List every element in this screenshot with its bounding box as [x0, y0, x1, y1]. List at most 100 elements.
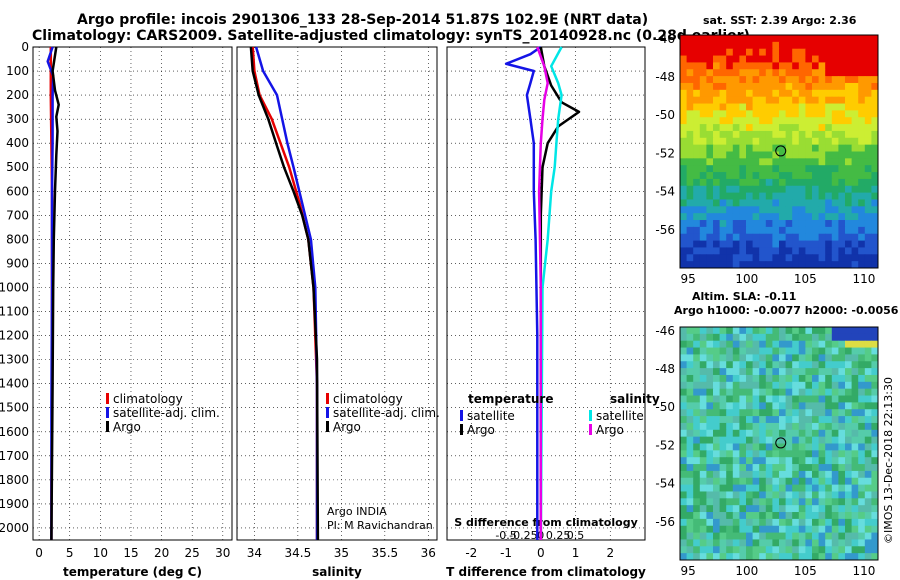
map-cell	[798, 261, 806, 269]
map-cell	[693, 464, 701, 472]
map-cell	[752, 470, 760, 479]
depth-tick-label: 1700	[0, 449, 29, 463]
map-cell	[765, 347, 773, 355]
map-sst	[680, 35, 879, 269]
map-cell	[812, 220, 820, 228]
map-cell	[680, 144, 688, 152]
map-cell	[812, 185, 820, 194]
map-lon-label: 110	[852, 564, 875, 578]
map-cell	[858, 62, 866, 70]
map-cell	[765, 110, 773, 118]
map-cell	[746, 457, 754, 465]
map-cell	[706, 422, 714, 431]
map-cell	[851, 151, 859, 159]
map-cell	[779, 388, 787, 397]
map-cell	[772, 347, 780, 355]
map-cell	[825, 254, 833, 262]
map-cell	[779, 498, 787, 506]
map-cell	[706, 539, 714, 547]
map-cell	[699, 512, 707, 520]
map-cell	[759, 525, 767, 534]
map-cell	[871, 518, 879, 527]
map-cell	[845, 484, 853, 492]
map-cell	[805, 436, 813, 444]
map-cell	[699, 226, 707, 235]
map-frame-sla	[679, 326, 879, 561]
map-cell	[785, 130, 793, 139]
map-cell	[772, 137, 780, 146]
map-cell	[772, 117, 780, 125]
map-cell	[851, 165, 859, 173]
map-cell	[818, 429, 826, 438]
map-cell	[706, 409, 714, 417]
map-cell	[699, 368, 707, 376]
map-cell	[845, 117, 853, 125]
map-cell	[739, 110, 747, 118]
map-cell	[798, 226, 806, 235]
map-cell	[759, 402, 767, 410]
map-cell	[805, 165, 813, 173]
map-cell	[818, 137, 826, 146]
map-cell	[713, 158, 721, 166]
map-cell	[779, 450, 787, 458]
map-cell	[719, 464, 727, 472]
map-cell	[864, 130, 872, 139]
map-cell	[746, 158, 754, 166]
map-cell	[759, 254, 767, 262]
map-cell	[812, 354, 820, 362]
map-cell	[825, 151, 833, 159]
map-cell	[732, 340, 740, 349]
map-cell	[772, 151, 780, 159]
map-cell	[726, 402, 734, 410]
map-cell	[686, 254, 694, 262]
map-cell	[693, 261, 701, 269]
map-cell	[680, 518, 688, 527]
map-cell	[779, 199, 787, 207]
map-cell	[864, 470, 872, 479]
map-cell	[871, 443, 879, 451]
map-cell	[726, 69, 734, 77]
map-cell	[818, 130, 826, 139]
map-cell	[798, 117, 806, 125]
map-cell	[779, 185, 787, 194]
map-cell	[851, 464, 859, 472]
map-cell	[812, 55, 820, 63]
map-cell	[752, 82, 760, 91]
map-cell	[719, 178, 727, 187]
map-cell	[739, 48, 747, 57]
map-cell	[713, 165, 721, 173]
map-cell	[686, 361, 694, 369]
map-cell	[765, 69, 773, 77]
map-cell	[739, 82, 747, 91]
map-cell	[746, 213, 754, 221]
map-cell	[818, 416, 826, 424]
map-lon-label: 95	[681, 564, 696, 578]
map-cell	[858, 422, 866, 431]
map-cell	[726, 233, 734, 242]
map-cell	[779, 158, 787, 166]
map-cell	[680, 498, 688, 506]
map-cell	[739, 464, 747, 472]
map-cell	[858, 151, 866, 159]
map-cell	[680, 89, 688, 98]
map-cell	[805, 457, 813, 465]
map-cell	[693, 41, 701, 50]
map-cell	[699, 199, 707, 207]
map-cell	[726, 491, 734, 499]
map-cell	[851, 55, 859, 63]
map-cell	[845, 247, 853, 255]
map-cell	[838, 254, 846, 262]
map-cell	[732, 233, 740, 242]
map-cell	[779, 381, 787, 390]
map-cell	[772, 484, 780, 492]
map-cell	[851, 247, 859, 255]
map-cell	[752, 388, 760, 397]
map-cell	[759, 192, 767, 200]
map-cell	[818, 124, 826, 132]
map-cell	[851, 172, 859, 180]
map-cell	[759, 117, 767, 125]
x-axis-label: T difference from climatology	[446, 565, 646, 579]
map-cell	[752, 422, 760, 431]
map-cell	[739, 199, 747, 207]
map-cell	[713, 233, 721, 242]
